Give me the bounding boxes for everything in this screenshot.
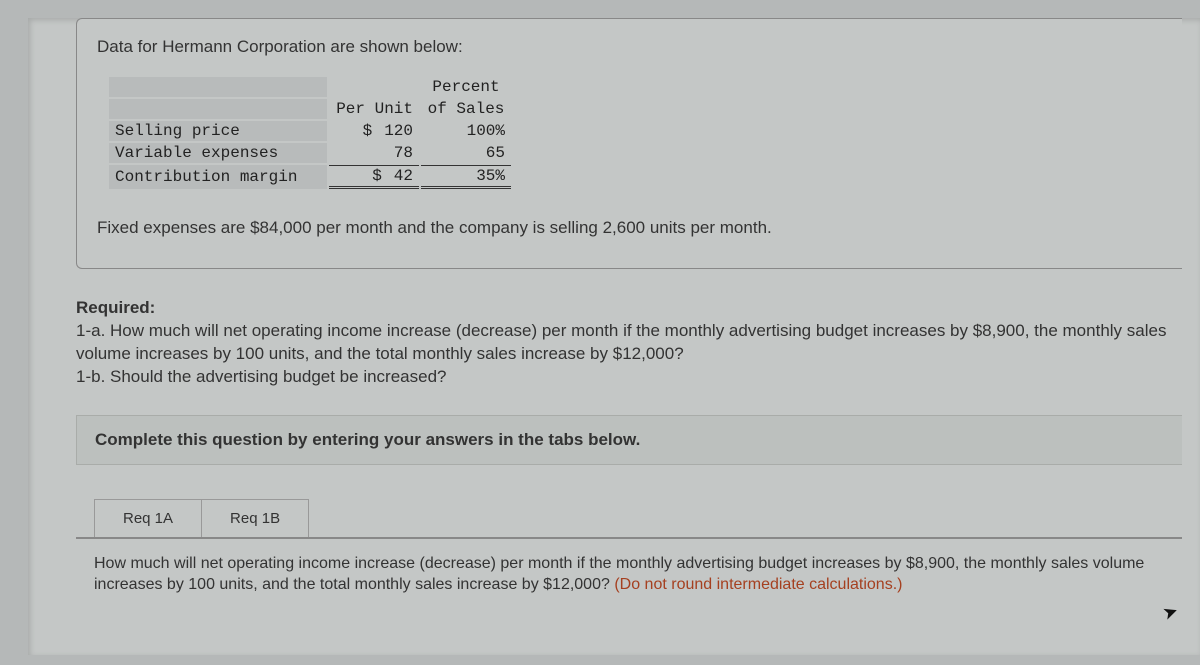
header-per-unit: Per Unit: [329, 77, 419, 119]
active-question-panel: How much will net operating income incre…: [76, 537, 1182, 596]
tabs-row: Req 1A Req 1B: [94, 499, 1200, 537]
row-amount: $ 120: [329, 121, 419, 141]
question-1a: 1-a. How much will net operating income …: [76, 320, 1182, 366]
fixed-expenses-text: Fixed expenses are $84,000 per month and…: [97, 218, 1162, 238]
instruction-bar: Complete this question by entering your …: [76, 415, 1182, 465]
page: Data for Hermann Corporation are shown b…: [28, 18, 1200, 655]
row-amount: $ 42: [329, 165, 419, 189]
required-heading: Required:: [76, 297, 1182, 320]
row-amount: 78: [329, 143, 419, 163]
row-label: Selling price: [109, 121, 327, 141]
header-percent-top: Percent: [421, 77, 511, 97]
row-pct: 65: [421, 143, 511, 163]
row-pct: 100%: [421, 121, 511, 141]
tab-req-1b[interactable]: Req 1B: [202, 499, 309, 537]
question-1b: 1-b. Should the advertising budget be in…: [76, 366, 1182, 389]
header-percent-bot: of Sales: [421, 99, 511, 119]
panel-note: (Do not round intermediate calculations.…: [614, 576, 902, 593]
row-label: Contribution margin: [109, 165, 327, 189]
row-pct: 35%: [421, 165, 511, 189]
table-row: Selling price $ 120 100%: [109, 121, 511, 141]
header-blank2: [109, 99, 327, 119]
row-label: Variable expenses: [109, 143, 327, 163]
table-row: Contribution margin $ 42 35%: [109, 165, 511, 189]
tab-req-1a[interactable]: Req 1A: [94, 499, 202, 537]
header-blank: [109, 77, 327, 97]
required-block: Required: 1-a. How much will net operati…: [76, 297, 1182, 389]
table-row: Variable expenses 78 65: [109, 143, 511, 163]
intro-text: Data for Hermann Corporation are shown b…: [97, 37, 1162, 57]
contribution-table: Per Unit Percent of Sales Selling price …: [107, 75, 513, 191]
data-box: Data for Hermann Corporation are shown b…: [76, 18, 1182, 269]
